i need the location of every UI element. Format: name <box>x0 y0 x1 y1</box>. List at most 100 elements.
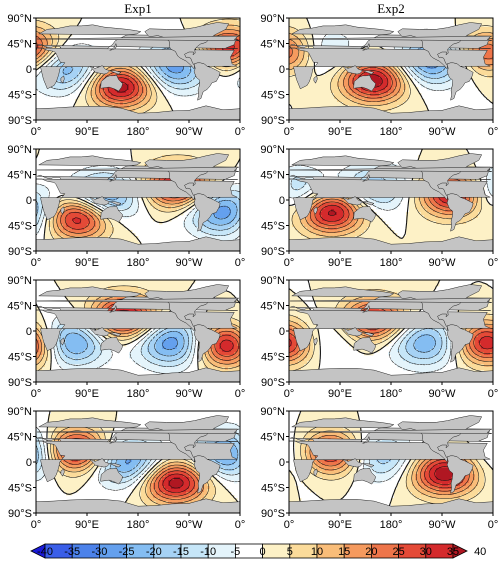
field-cell <box>201 227 205 231</box>
field-cell <box>168 203 172 207</box>
field-cell <box>207 224 211 228</box>
field-cell <box>289 27 293 31</box>
field-cell <box>219 230 223 234</box>
field-cell <box>439 152 443 156</box>
field-cell <box>289 51 293 55</box>
y-tick-label: 45°S <box>8 221 32 233</box>
field-cell <box>48 39 52 43</box>
field-cell <box>132 96 136 100</box>
field-cell <box>210 21 214 25</box>
field-cell <box>343 84 347 88</box>
field-cell <box>177 78 181 82</box>
field-cell <box>141 105 145 109</box>
field-cell <box>394 108 398 112</box>
field-cell <box>66 197 70 201</box>
field-cell <box>168 155 172 159</box>
field-cell <box>189 72 193 76</box>
field-cell <box>54 84 58 88</box>
field-cell <box>120 236 124 240</box>
field-cell <box>237 212 241 216</box>
field-cell <box>460 18 464 22</box>
field-cell <box>42 191 46 195</box>
field-cell <box>418 108 422 112</box>
field-cell <box>490 24 494 28</box>
field-cell <box>343 39 347 43</box>
field-cell <box>63 224 67 228</box>
field-cell <box>99 173 103 177</box>
field-cell <box>481 27 485 31</box>
field-cell <box>189 203 193 207</box>
field-cell <box>159 96 163 100</box>
field-cell <box>237 221 241 225</box>
field-cell <box>484 45 488 49</box>
field-cell <box>45 188 49 192</box>
field-cell <box>147 90 151 94</box>
field-cell <box>237 152 241 156</box>
field-cell <box>150 155 154 159</box>
field-cell <box>108 227 112 231</box>
field-cell <box>225 30 229 34</box>
field-cell <box>343 102 347 106</box>
field-cell <box>123 69 127 73</box>
field-cell <box>343 78 347 82</box>
field-cell <box>114 96 118 100</box>
field-cell <box>120 200 124 204</box>
field-cell <box>463 152 467 156</box>
field-cell <box>69 230 73 234</box>
field-cell <box>436 78 440 82</box>
field-cell <box>298 42 302 46</box>
field-cell <box>319 81 323 85</box>
field-cell <box>108 105 112 109</box>
field-cell <box>72 215 76 219</box>
field-cell <box>165 75 169 79</box>
field-cell <box>195 87 199 91</box>
field-cell <box>147 209 151 213</box>
field-cell <box>48 24 52 28</box>
field-cell <box>487 72 491 76</box>
field-cell <box>39 27 43 31</box>
field-cell <box>132 81 136 85</box>
field-cell <box>117 66 121 70</box>
field-cell <box>478 75 482 79</box>
field-cell <box>301 18 305 22</box>
field-cell <box>322 99 326 103</box>
field-cell <box>180 18 184 22</box>
field-cell <box>481 33 485 37</box>
field-cell <box>322 78 326 82</box>
field-cell <box>39 21 43 25</box>
field-cell <box>162 215 166 219</box>
field-cell <box>102 93 106 97</box>
field-cell <box>189 66 193 70</box>
field-cell <box>57 24 61 28</box>
field-cell <box>81 221 85 225</box>
field-cell <box>430 78 434 82</box>
field-cell <box>397 72 401 76</box>
field-cell <box>168 87 172 91</box>
field-cell <box>105 221 109 225</box>
field-cell <box>39 24 43 28</box>
field-cell <box>180 206 184 210</box>
field-cell <box>231 149 235 153</box>
field-cell <box>195 155 199 159</box>
field-cell <box>325 39 329 43</box>
field-cell <box>150 93 154 97</box>
field-cell <box>114 102 118 106</box>
field-cell <box>292 87 296 91</box>
field-cell <box>316 99 320 103</box>
field-cell <box>93 209 97 213</box>
field-cell <box>36 48 40 52</box>
field-cell <box>108 230 112 234</box>
field-cell <box>138 111 142 115</box>
field-cell <box>132 203 136 207</box>
field-cell <box>234 152 238 156</box>
field-cell <box>439 69 443 73</box>
field-cell <box>129 212 133 216</box>
field-cell <box>204 230 208 234</box>
field-cell <box>159 158 163 162</box>
field-cell <box>39 81 43 85</box>
field-cell <box>90 227 94 231</box>
field-cell <box>340 39 344 43</box>
field-cell <box>135 84 139 88</box>
field-cell <box>69 227 73 231</box>
